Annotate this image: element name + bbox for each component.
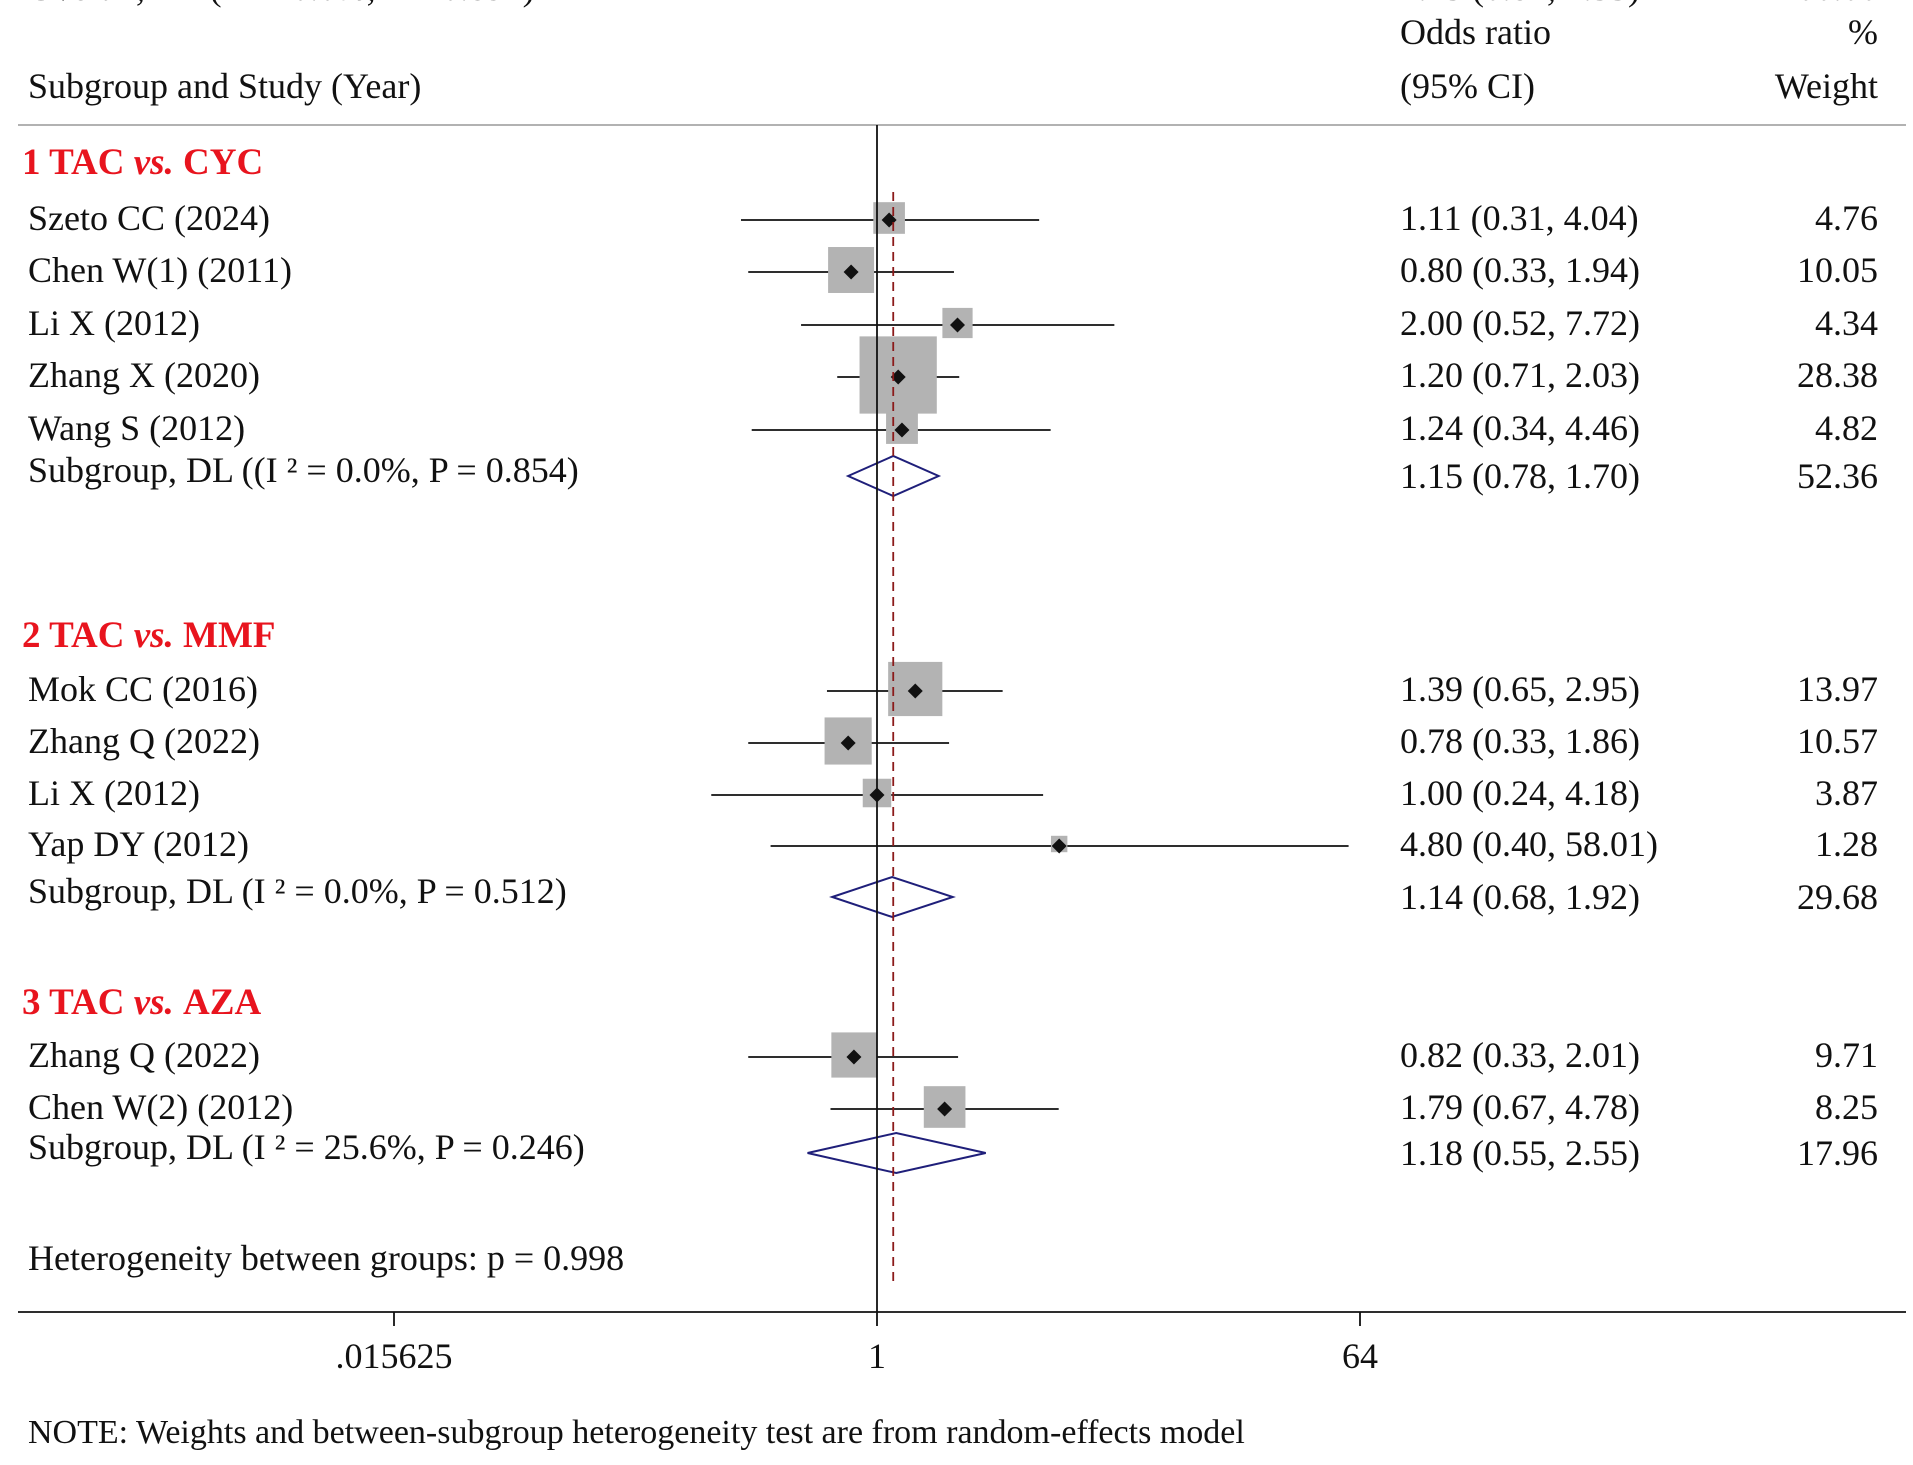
header-weight-column-line2: Weight xyxy=(1775,66,1878,106)
effect-estimate-ci: 2.00 (0.52, 7.72) xyxy=(1400,303,1640,343)
subgroup-title: 2 TAC vs. MMF xyxy=(22,615,276,656)
study-label: Zhang Q (2022) xyxy=(28,1035,260,1075)
effect-estimate-ci: 1.24 (0.34, 4.46) xyxy=(1400,408,1640,448)
study-row xyxy=(801,307,1115,339)
footnote: NOTE: Weights and between-subgroup heter… xyxy=(28,1414,1245,1451)
subgroup-diamond xyxy=(829,875,956,919)
study-label: Chen W(1) (2011) xyxy=(28,250,292,290)
header-weight-column-line1: % xyxy=(1848,12,1878,52)
study-label: Li X (2012) xyxy=(28,773,200,813)
subgroup-number: 3 xyxy=(22,982,49,1023)
subgroup-title: 1 TAC vs. CYC xyxy=(22,142,263,183)
subgroup-vs: vs. xyxy=(134,982,183,1023)
x-tick-label: .015625 xyxy=(336,1336,453,1376)
header-study-column: Subgroup and Study (Year) xyxy=(28,66,421,106)
effect-estimate-ci: 0.80 (0.33, 1.94) xyxy=(1400,250,1640,290)
subgroup-number: 1 xyxy=(22,142,49,183)
effect-estimate-ci: 1.39 (0.65, 2.95) xyxy=(1400,669,1640,709)
weight-percent: 3.87 xyxy=(1815,773,1878,813)
point-estimate-marker xyxy=(907,683,923,699)
subgroup-vs: vs. xyxy=(134,142,183,183)
effect-estimate-ci: 0.78 (0.33, 1.86) xyxy=(1400,721,1640,761)
x-axis: .015625 1 64 xyxy=(18,1311,1906,1376)
study-row xyxy=(770,835,1349,854)
weight-percent: 52.36 xyxy=(1797,456,1878,496)
plot-header: Subgroup and Study (Year) Odds ratio (95… xyxy=(28,12,1878,106)
weight-percent: 28.38 xyxy=(1797,355,1878,395)
subgroup-comparator: MMF xyxy=(183,615,275,656)
study-row xyxy=(740,202,1040,234)
point-estimate-marker xyxy=(843,264,859,280)
effect-estimate-ci: 1.11 (0.31, 4.04) xyxy=(1400,198,1639,238)
subgroup-comparator: AZA xyxy=(183,982,261,1023)
point-estimate-marker xyxy=(890,369,906,385)
overall-label: Overall, DL (I ² = 0.0%, P = 0.892) xyxy=(28,0,535,8)
effect-estimate-ci: 1.00 (0.24, 4.18) xyxy=(1400,773,1640,813)
weight-percent: 8.25 xyxy=(1815,1087,1878,1127)
subgroup-title: 3 TAC vs. AZA xyxy=(22,982,261,1023)
study-row xyxy=(830,1086,1059,1128)
subgroup-treatment: TAC xyxy=(49,615,134,656)
note-label: Heterogeneity between groups: p = 0.998 xyxy=(28,1238,624,1278)
subgroup-treatment: TAC xyxy=(49,142,134,183)
weight-percent: 4.82 xyxy=(1815,408,1878,448)
header-effect-column-line1: Odds ratio xyxy=(1400,12,1551,52)
header-effect-column-line2: (95% CI) xyxy=(1400,66,1535,106)
weight-percent: 29.68 xyxy=(1797,877,1878,917)
weight-percent: 100.00 xyxy=(1779,0,1878,8)
plot-rows: 1 TAC vs. CYC Szeto CC (2024) 1.11 (0.31, … xyxy=(22,0,1878,1312)
weight-percent: 4.76 xyxy=(1815,198,1878,238)
subgroup-label: Subgroup, DL (I ² = 25.6%, P = 0.246) xyxy=(28,1127,585,1167)
effect-estimate-ci: 0.82 (0.33, 2.01) xyxy=(1400,1035,1640,1075)
x-tick-label: 1 xyxy=(868,1336,886,1376)
effect-estimate-ci: 1.14 (0.68, 1.92) xyxy=(1400,877,1640,917)
subgroup-diamond xyxy=(807,1131,986,1175)
point-estimate-marker xyxy=(950,317,965,333)
weight-percent: 9.71 xyxy=(1815,1035,1878,1075)
weight-percent: 10.57 xyxy=(1797,721,1878,761)
study-row xyxy=(748,717,950,765)
effect-estimate-ci: 1.20 (0.71, 2.03) xyxy=(1400,355,1640,395)
study-label: Li X (2012) xyxy=(28,303,200,343)
study-label: Zhang X (2020) xyxy=(28,355,260,395)
subgroup-vs: vs. xyxy=(134,615,183,656)
subgroup-diamond xyxy=(845,454,942,498)
effect-estimate-ci: 1.15 (0.78, 1.70) xyxy=(1400,456,1640,496)
subgroup-treatment: TAC xyxy=(49,982,134,1023)
weight-percent: 13.97 xyxy=(1797,669,1878,709)
x-tick-label: 64 xyxy=(1342,1336,1378,1376)
subgroup-comparator: CYC xyxy=(183,142,263,183)
effect-estimate-ci: 1.18 (0.55, 2.55) xyxy=(1400,1133,1640,1173)
study-row xyxy=(748,247,954,293)
effect-estimate-ci: 1.15 (0.87, 1.53) xyxy=(1400,0,1640,8)
subgroup-number: 2 xyxy=(22,615,49,656)
weight-percent: 10.05 xyxy=(1797,250,1878,290)
study-row xyxy=(837,336,960,414)
study-label: Mok CC (2016) xyxy=(28,669,258,709)
study-label: Wang S (2012) xyxy=(28,408,245,448)
point-estimate-marker xyxy=(846,1049,862,1065)
study-label: Szeto CC (2024) xyxy=(28,198,270,238)
study-row xyxy=(751,412,1051,444)
weight-percent: 4.34 xyxy=(1815,303,1878,343)
study-label: Chen W(2) (2012) xyxy=(28,1087,293,1127)
study-label: Yap DY (2012) xyxy=(28,824,249,864)
study-row xyxy=(826,661,1003,717)
weight-percent: 17.96 xyxy=(1797,1133,1878,1173)
subgroup-label: Subgroup, DL (I ² = 0.0%, P = 0.512) xyxy=(28,871,567,911)
effect-estimate-ci: 4.80 (0.40, 58.01) xyxy=(1400,824,1658,864)
study-row xyxy=(748,1032,959,1078)
subgroup-label: Subgroup, DL ((I ² = 0.0%, P = 0.854) xyxy=(28,450,579,490)
point-estimate-marker xyxy=(840,735,856,751)
study-label: Zhang Q (2022) xyxy=(28,721,260,761)
point-estimate-marker xyxy=(937,1101,953,1117)
point-estimate-marker xyxy=(1051,838,1067,854)
point-estimate-marker xyxy=(894,422,910,438)
effect-estimate-ci: 1.79 (0.67, 4.78) xyxy=(1400,1087,1640,1127)
weight-percent: 1.28 xyxy=(1815,824,1878,864)
